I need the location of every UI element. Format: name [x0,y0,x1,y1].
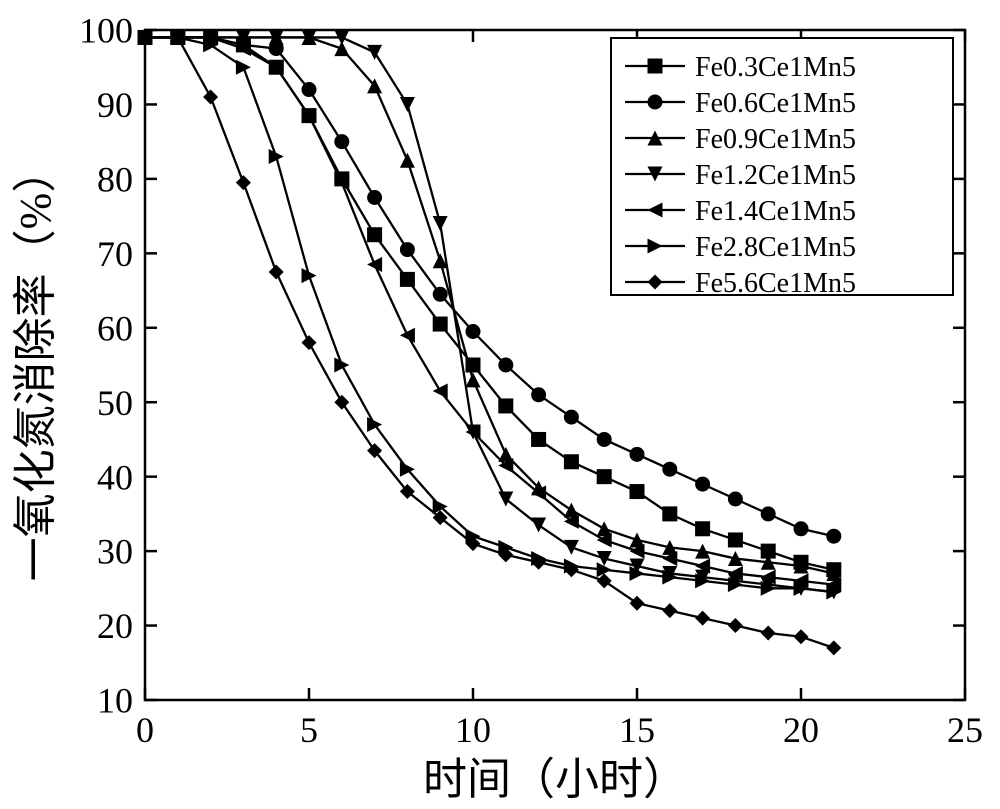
series-marker [400,272,415,287]
legend-label: Fe0.3Ce1Mn5 [695,52,856,83]
legend-label: Fe0.9Ce1Mn5 [695,124,856,155]
y-tick-label: 90 [97,85,133,125]
y-tick-label: 40 [97,457,133,497]
series-marker [498,358,513,373]
series-marker [695,477,710,492]
x-axis-label: 时间（小时） [423,755,687,804]
series-marker [695,521,710,536]
series-marker [531,432,546,447]
series-marker [433,317,448,332]
legend-label: Fe1.2Ce1Mn5 [695,160,856,191]
series-marker [728,492,743,507]
series-marker [564,454,579,469]
legend-marker [648,59,663,74]
legend-marker [648,95,663,110]
y-tick-label: 100 [79,11,133,51]
series-marker [367,227,382,242]
y-tick-label: 10 [97,681,133,721]
y-tick-label: 20 [97,606,133,646]
series-marker [630,484,645,499]
no-removal-chart: 0 5 10 15 20 25 时间（小时） 10 20 30 40 50 60 70 80 90 100 一氧化… [0,0,1000,809]
legend-label: Fe5.6Ce1Mn5 [695,268,856,299]
legend-label: Fe2.8Ce1Mn5 [695,232,856,263]
series-marker [334,134,349,149]
series-marker [597,432,612,447]
series-marker [564,410,579,425]
series-marker [367,190,382,205]
y-tick-label: 60 [97,308,133,348]
series-marker [400,242,415,257]
series-marker [630,447,645,462]
series-marker [466,324,481,339]
series-marker [662,506,677,521]
series-marker [433,287,448,302]
series-marker [531,387,546,402]
x-tick-label: 15 [619,710,655,750]
y-tick-label: 80 [97,159,133,199]
y-tick-label: 70 [97,234,133,274]
x-tick-label: 20 [783,710,819,750]
series-marker [761,506,776,521]
series-marker [498,398,513,413]
series-marker [794,521,809,536]
y-tick-label: 30 [97,532,133,572]
series-marker [826,529,841,544]
series-marker [662,462,677,477]
x-tick-label: 5 [300,710,318,750]
y-axis-label: 一氧化氮消除率（%） [11,149,60,582]
series-marker [728,532,743,547]
y-tick-label: 50 [97,383,133,423]
legend-label: Fe1.4Ce1Mn5 [695,196,856,227]
series-marker [597,469,612,484]
x-tick-label: 25 [947,710,983,750]
legend-label: Fe0.6Ce1Mn5 [695,88,856,119]
x-tick-label: 10 [455,710,491,750]
x-tick-label: 0 [136,710,154,750]
series-marker [302,82,317,97]
